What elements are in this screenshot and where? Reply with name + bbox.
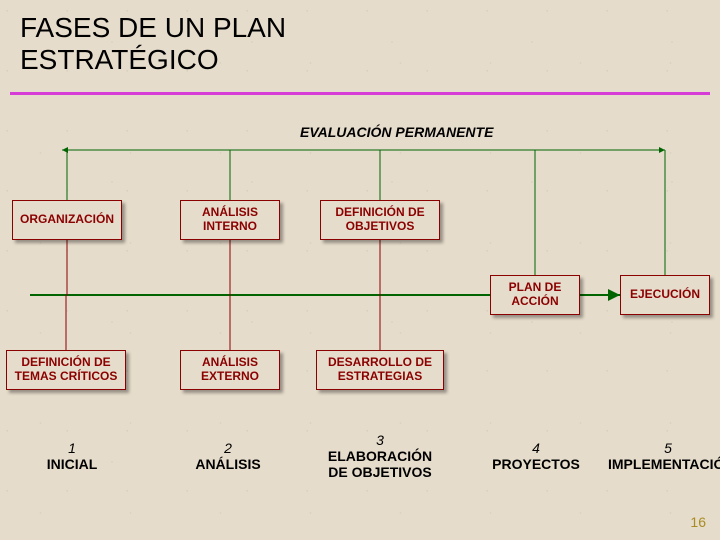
- node-analisis-interno: ANÁLISIS INTERNO: [180, 200, 280, 240]
- node-ejecucion: EJECUCIÓN: [620, 275, 710, 315]
- stage-4: 4PROYECTOS: [476, 440, 596, 472]
- stage-5: 5IMPLEMENTACIÓN: [608, 440, 720, 472]
- node-definicion-objetivos: DEFINICIÓN DE OBJETIVOS: [320, 200, 440, 240]
- stage-3: 3ELABORACIÓN DE OBJETIVOS: [320, 432, 440, 480]
- stage-2: 2ANÁLISIS: [168, 440, 288, 472]
- node-plan-accion: PLAN DE ACCIÓN: [490, 275, 580, 315]
- node-organizacion: ORGANIZACIÓN: [12, 200, 122, 240]
- node-analisis-externo: ANÁLISIS EXTERNO: [180, 350, 280, 390]
- slide-number: 16: [690, 514, 706, 530]
- node-def-temas-criticos: DEFINICIÓN DE TEMAS CRÍTICOS: [6, 350, 126, 390]
- stage-1: 1INICIAL: [12, 440, 132, 472]
- node-desarrollo-estrategias: DESARROLLO DE ESTRATEGIAS: [316, 350, 444, 390]
